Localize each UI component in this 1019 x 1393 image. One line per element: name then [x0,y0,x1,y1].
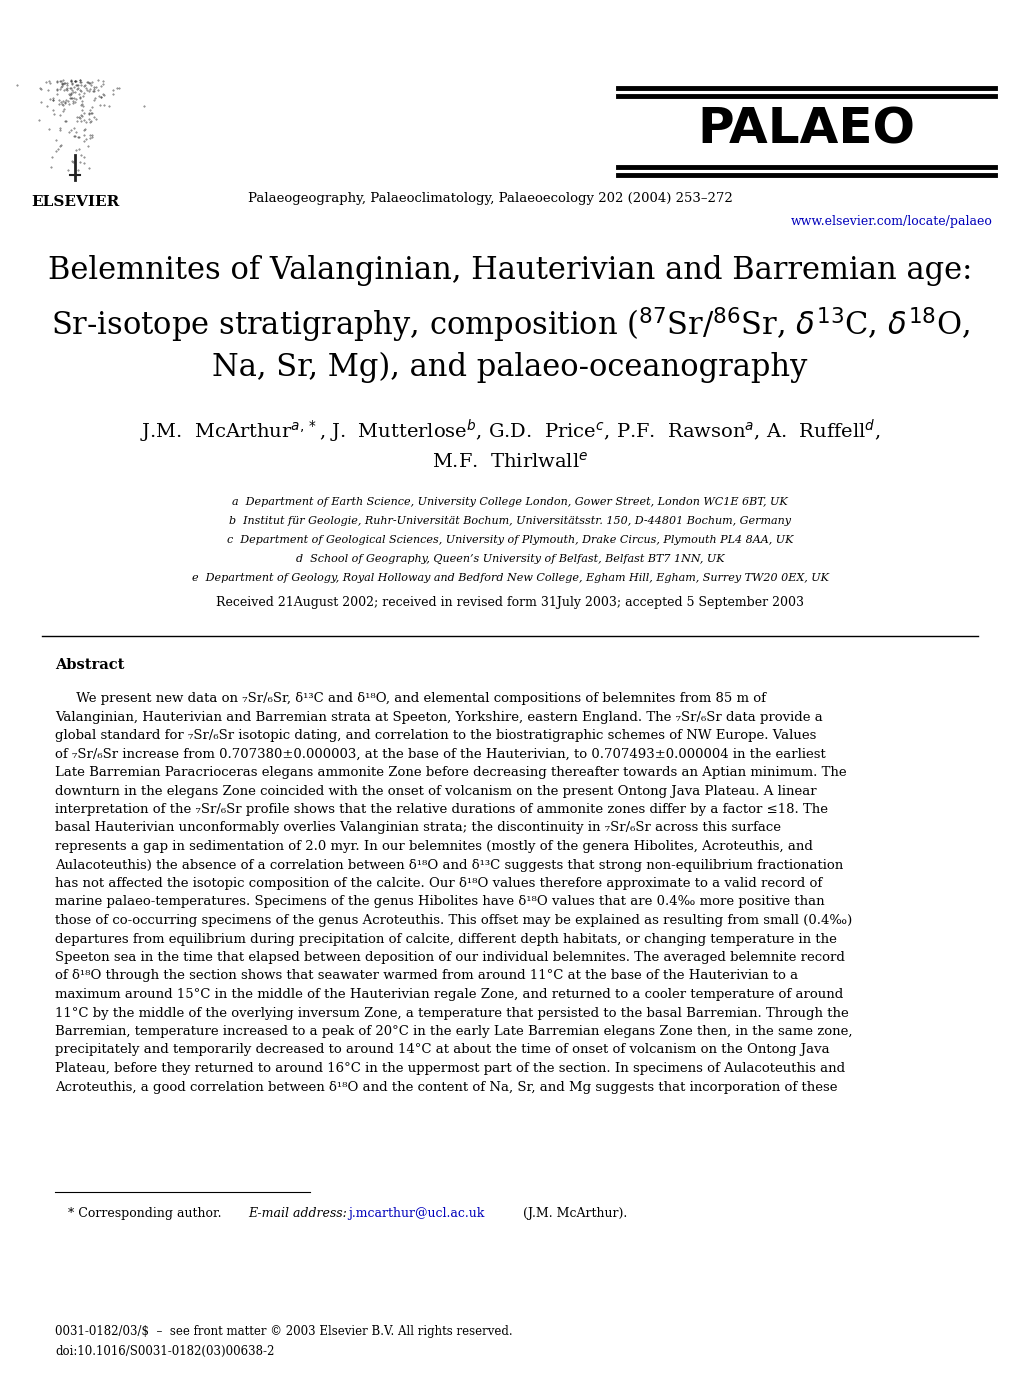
Text: downturn in the elegans Zone coincided with the onset of volcanism on the presen: downturn in the elegans Zone coincided w… [55,784,816,798]
Text: precipitately and temporarily decreased to around 14°C at about the time of onse: precipitately and temporarily decreased … [55,1043,828,1056]
Text: 0031-0182/03/$  –  see front matter © 2003 Elsevier B.V. All rights reserved.: 0031-0182/03/$ – see front matter © 2003… [55,1325,513,1339]
Text: departures from equilibrium during precipitation of calcite, different depth hab: departures from equilibrium during preci… [55,932,836,946]
Text: J.M.  McArthur$^{a,*}$, J.  Mutterlose$^{b}$, G.D.  Price$^{c}$, P.F.  Rawson$^{: J.M. McArthur$^{a,*}$, J. Mutterlose$^{b… [140,418,879,446]
Text: Palaeogeography, Palaeoclimatology, Palaeoecology 202 (2004) 253–272: Palaeogeography, Palaeoclimatology, Pala… [248,192,732,205]
Text: represents a gap in sedimentation of 2.0 myr. In our belemnites (mostly of the g: represents a gap in sedimentation of 2.0… [55,840,812,853]
Text: Late Barremian Paracrioceras elegans ammonite Zone before decreasing thereafter : Late Barremian Paracrioceras elegans amm… [55,766,846,779]
Text: M.F.  Thirlwall$^{e}$: M.F. Thirlwall$^{e}$ [431,451,588,472]
Text: E-mail address:: E-mail address: [248,1206,346,1220]
Text: * Corresponding author.: * Corresponding author. [68,1206,221,1220]
Text: j.mcarthur@ucl.ac.uk: j.mcarthur@ucl.ac.uk [347,1206,484,1220]
Text: those of co-occurring specimens of the genus Acroteuthis. This offset may be exp: those of co-occurring specimens of the g… [55,914,852,926]
Text: We present new data on ₇Sr/₆Sr, δ¹³C and δ¹⁸O, and elemental compositions of bel: We present new data on ₇Sr/₆Sr, δ¹³C and… [55,692,765,705]
Text: c  Department of Geological Sciences, University of Plymouth, Drake Circus, Plym: c Department of Geological Sciences, Uni… [226,535,793,545]
Text: Acroteuthis, a good correlation between δ¹⁸O and the content of Na, Sr, and Mg s: Acroteuthis, a good correlation between … [55,1081,837,1094]
Text: Abstract: Abstract [55,657,124,671]
Text: basal Hauterivian unconformably overlies Valanginian strata; the discontinuity i: basal Hauterivian unconformably overlies… [55,822,781,834]
Text: has not affected the isotopic composition of the calcite. Our δ¹⁸O values theref: has not affected the isotopic compositio… [55,878,821,890]
Text: Sr-isotope stratigraphy, composition ($^{87}$Sr/$^{86}$Sr, $\delta^{13}$C, $\del: Sr-isotope stratigraphy, composition ($^… [51,305,968,344]
Text: ELSEVIER: ELSEVIER [31,195,119,209]
Text: of δ¹⁸O through the section shows that seawater warmed from around 11°C at the b: of δ¹⁸O through the section shows that s… [55,970,797,982]
Text: marine palaeo-temperatures. Specimens of the genus Hibolites have δ¹⁸O values th: marine palaeo-temperatures. Specimens of… [55,896,823,908]
Text: Belemnites of Valanginian, Hauterivian and Barremian age:: Belemnites of Valanginian, Hauterivian a… [48,255,971,286]
Text: b  Institut für Geologie, Ruhr-Universität Bochum, Universitätsstr. 150, D-44801: b Institut für Geologie, Ruhr-Universitä… [229,515,790,527]
Text: Valanginian, Hauterivian and Barremian strata at Speeton, Yorkshire, eastern Eng: Valanginian, Hauterivian and Barremian s… [55,710,822,723]
Text: PALAEO: PALAEO [696,104,914,153]
Text: a  Department of Earth Science, University College London, Gower Street, London : a Department of Earth Science, Universit… [232,497,787,507]
Text: of ₇Sr/₆Sr increase from 0.707380±0.000003, at the base of the Hauterivian, to 0: of ₇Sr/₆Sr increase from 0.707380±0.0000… [55,748,825,761]
Text: www.elsevier.com/locate/palaeo: www.elsevier.com/locate/palaeo [791,215,993,228]
Text: Plateau, before they returned to around 16°C in the uppermost part of the sectio: Plateau, before they returned to around … [55,1061,845,1075]
Text: doi:10.1016/S0031-0182(03)00638-2: doi:10.1016/S0031-0182(03)00638-2 [55,1346,274,1358]
Text: d  School of Geography, Queen’s University of Belfast, Belfast BT7 1NN, UK: d School of Geography, Queen’s Universit… [296,554,723,564]
Text: e  Department of Geology, Royal Holloway and Bedford New College, Egham Hill, Eg: e Department of Geology, Royal Holloway … [192,573,827,584]
Text: interpretation of the ₇Sr/₆Sr profile shows that the relative durations of ammon: interpretation of the ₇Sr/₆Sr profile sh… [55,802,827,816]
Text: Received 21August 2002; received in revised form 31July 2003; accepted 5 Septemb: Received 21August 2002; received in revi… [216,596,803,609]
Text: Barremian, temperature increased to a peak of 20°C in the early Late Barremian e: Barremian, temperature increased to a pe… [55,1025,852,1038]
Text: global standard for ₇Sr/₆Sr isotopic dating, and correlation to the biostratigra: global standard for ₇Sr/₆Sr isotopic dat… [55,729,815,742]
Text: Aulacoteuthis) the absence of a correlation between δ¹⁸O and δ¹³C suggests that : Aulacoteuthis) the absence of a correlat… [55,858,843,872]
Text: maximum around 15°C in the middle of the Hauterivian regale Zone, and returned t: maximum around 15°C in the middle of the… [55,988,843,1002]
Text: 11°C by the middle of the overlying inversum Zone, a temperature that persisted : 11°C by the middle of the overlying inve… [55,1007,848,1020]
Text: Speeton sea in the time that elapsed between deposition of our individual belemn: Speeton sea in the time that elapsed bet… [55,951,844,964]
Text: Na, Sr, Mg), and palaeo-oceanography: Na, Sr, Mg), and palaeo-oceanography [212,352,807,383]
Text: (J.M. McArthur).: (J.M. McArthur). [523,1206,627,1220]
